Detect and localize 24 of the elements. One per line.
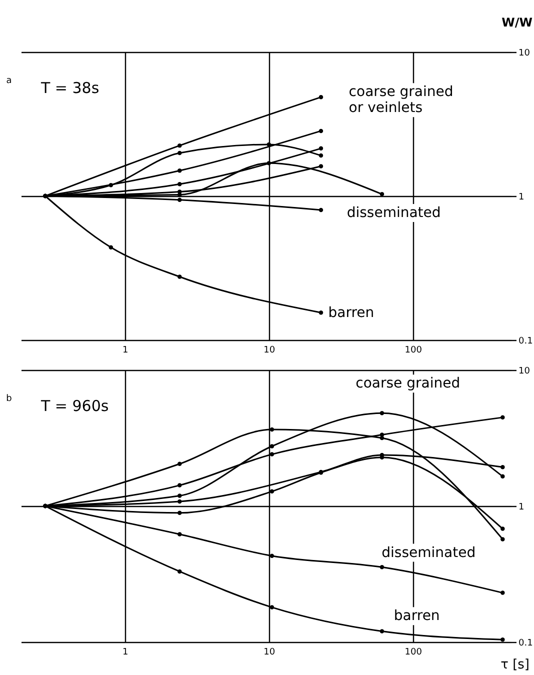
x-tick-label: 1 [122, 346, 128, 356]
x-tick-label: 100 [404, 648, 422, 658]
y-axis-title: W/W [502, 16, 532, 30]
annotation: barren [394, 608, 440, 624]
x-tick-label: 100 [404, 346, 422, 356]
y-tick-label: 1 [518, 502, 524, 512]
y-tick-label: 10 [518, 366, 530, 376]
x-tick-label: 10 [264, 346, 276, 356]
annotation: barren [328, 304, 374, 321]
x-tick-label: 1 [122, 648, 128, 658]
annotation: disseminated [346, 204, 441, 221]
x-tick-label: 10 [264, 648, 276, 658]
y-tick-label: 10 [518, 48, 530, 58]
y-tick-label: 0.1 [518, 336, 533, 346]
annotation: coarse grained or veinlets [348, 84, 454, 116]
y-tick-label: 1 [518, 192, 524, 202]
text: b [6, 394, 12, 404]
annotation: coarse grained [356, 376, 460, 392]
text: a [6, 76, 12, 86]
text: T = 960s [40, 397, 109, 415]
y-tick-label: 0.1 [518, 638, 533, 648]
text: T = 38s [40, 79, 100, 97]
annotation: disseminated [382, 544, 476, 561]
x-axis-title: τ [s] [500, 658, 530, 672]
